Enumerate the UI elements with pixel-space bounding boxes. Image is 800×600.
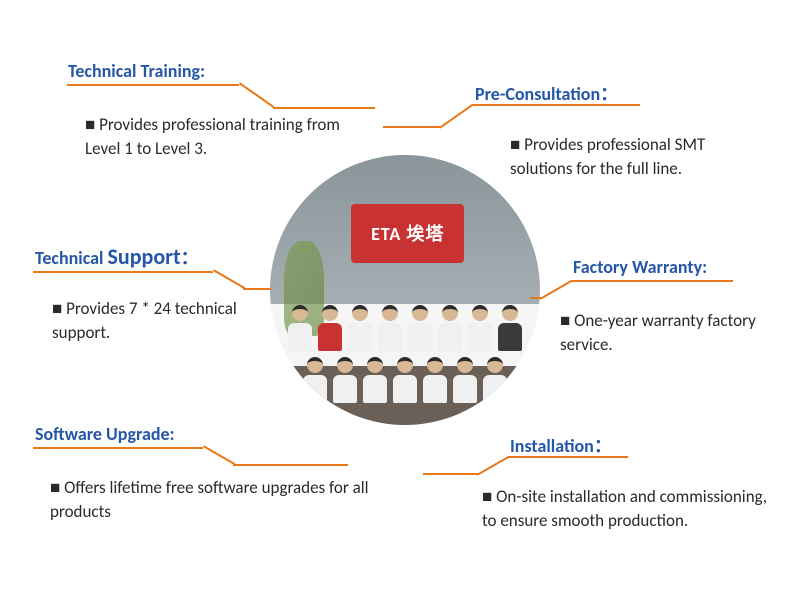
line-warranty-diag — [540, 280, 572, 300]
body-pre-consult: ■ Provides professional SMT solutions fo… — [510, 133, 760, 181]
line-software-ext — [233, 464, 348, 466]
line-warranty-ext — [530, 297, 542, 299]
team-photo: ETA 埃塔 — [270, 155, 540, 425]
body-tech-support: ■ Provides 7 * 24 technical support. — [52, 297, 282, 345]
line-preconsult-under — [472, 104, 640, 106]
line-install-ext — [423, 473, 478, 475]
people-group — [270, 263, 540, 425]
body-factory-warranty: ■ One-year warranty factory service. — [560, 309, 800, 357]
title-tech-support: Technical Support： — [35, 243, 199, 270]
line-tech-training-under — [67, 84, 239, 86]
body-tech-training: ■ Provides professional training from Le… — [85, 113, 375, 161]
line-install-diag — [477, 456, 509, 476]
title-tech-support-b: Support — [108, 243, 181, 270]
title-software-upgrade: Software Upgrade: — [35, 423, 175, 445]
title-factory-warranty: Factory Warranty: — [573, 256, 707, 278]
line-techsupport-ext — [243, 288, 271, 290]
sign-text: ETA 埃塔 — [371, 220, 444, 246]
company-sign: ETA 埃塔 — [351, 204, 464, 263]
line-tech-training-ext — [273, 107, 375, 109]
title-tech-training: Technical Training: — [68, 60, 205, 82]
body-installation: ■ On-site installation and commissioning… — [482, 485, 782, 533]
line-tech-training-diag — [239, 82, 275, 108]
line-preconsult-ext — [383, 126, 440, 128]
body-software-upgrade: ■ Offers lifetime free software upgrades… — [50, 476, 400, 524]
title-tech-support-a: Technical — [35, 247, 108, 269]
line-install-under — [508, 456, 628, 458]
title-tech-support-c: ： — [181, 247, 199, 269]
title-pre-consult: Pre-Consultation： — [475, 80, 618, 106]
line-software-under — [33, 447, 203, 449]
line-warranty-under — [571, 280, 733, 282]
line-software-diag — [203, 445, 235, 465]
line-techsupport-under — [33, 271, 213, 273]
line-techsupport-diag — [213, 269, 245, 289]
title-installation: Installation： — [510, 432, 612, 458]
line-preconsult-diag — [439, 104, 473, 129]
